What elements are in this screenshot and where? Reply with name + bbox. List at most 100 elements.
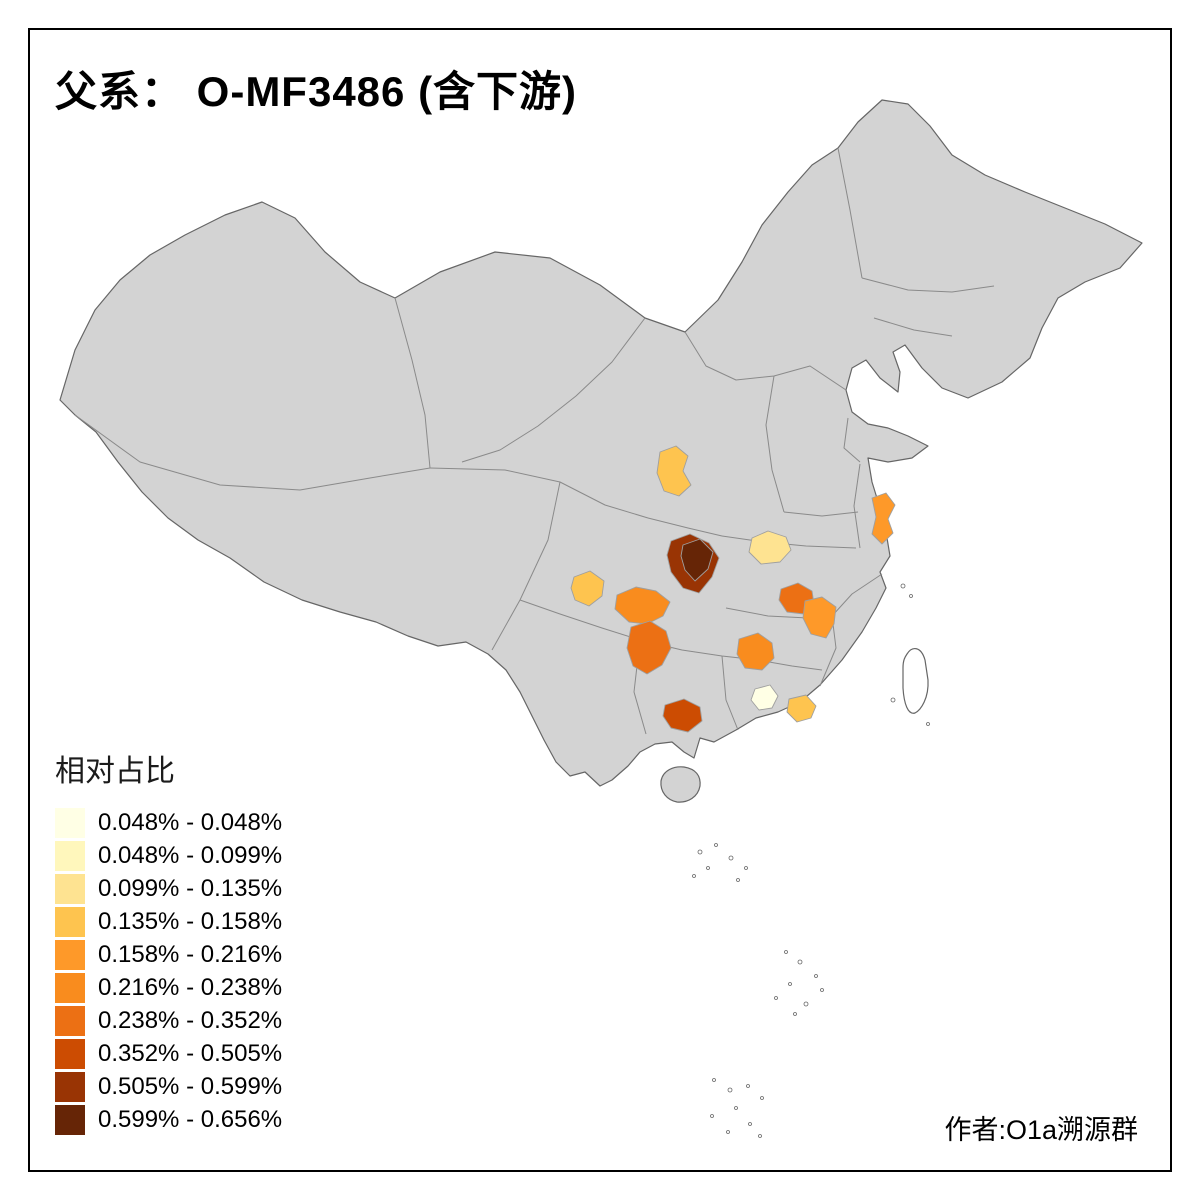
islet <box>734 1106 738 1110</box>
islet <box>736 878 740 882</box>
region-gansu-southeast <box>656 445 692 497</box>
plot-border <box>28 28 1172 1172</box>
legend-label: 0.158% - 0.216% <box>98 940 283 968</box>
legend-swatch <box>55 906 85 937</box>
author-credit: 作者:O1a溯源群 <box>944 1115 1138 1145</box>
legend-swatch <box>55 1005 85 1036</box>
province-border-line <box>721 655 739 731</box>
islet <box>692 874 696 878</box>
islet <box>727 1087 733 1093</box>
region-jiangxi-northwest <box>802 596 837 639</box>
islet <box>814 974 818 978</box>
region-shaanxi-south <box>748 530 792 565</box>
legend-swatch <box>55 807 85 838</box>
region-guangdong-north <box>750 684 779 711</box>
islet <box>803 1001 809 1007</box>
islet <box>820 988 824 992</box>
hainan-island <box>660 766 701 803</box>
legend: 相对占比 0.048% - 0.048% 0.048% - 0.099% 0.0… <box>55 746 282 1136</box>
legend-label: 0.048% - 0.048% <box>98 808 283 836</box>
legend-item: 0.599% - 0.656% <box>55 1103 282 1136</box>
legend-label: 0.216% - 0.238% <box>98 973 283 1001</box>
province-borders <box>74 147 995 735</box>
province-border-line <box>74 414 431 491</box>
province-border-line <box>843 417 861 463</box>
islet <box>774 996 778 1000</box>
province-border-line <box>647 517 723 537</box>
legend-title: 相对占比 <box>55 755 175 788</box>
islet <box>900 583 906 589</box>
legend-swatch <box>55 1038 85 1069</box>
islet <box>758 1134 762 1138</box>
province-border-line <box>725 607 809 619</box>
islet <box>712 1078 716 1082</box>
legend-item: 0.135% - 0.158% <box>55 905 282 938</box>
taiwan-island <box>902 648 929 714</box>
province-border-line <box>765 375 785 513</box>
legend-item: 0.505% - 0.599% <box>55 1070 282 1103</box>
islet <box>890 697 896 703</box>
islet <box>784 950 788 954</box>
legend-label: 0.135% - 0.158% <box>98 907 283 935</box>
region-sichuan-south <box>614 586 671 625</box>
islet <box>797 959 803 965</box>
legend-label: 0.238% - 0.352% <box>98 1006 283 1034</box>
mainland-china <box>59 99 1143 787</box>
islet <box>746 1084 750 1088</box>
highlighted-regions <box>570 445 896 733</box>
legend-label: 0.599% - 0.656% <box>98 1105 283 1133</box>
region-sichuan-west <box>570 570 605 607</box>
page-title: 父系： O-MF3486 (含下游) <box>55 68 578 115</box>
legend-swatch <box>55 939 85 970</box>
legend-item: 0.238% - 0.352% <box>55 1004 282 1037</box>
legend-label: 0.048% - 0.099% <box>98 841 283 869</box>
province-border-line <box>394 297 431 469</box>
legend-label: 0.505% - 0.599% <box>98 1072 283 1100</box>
south-china-sea-islets <box>692 583 930 1138</box>
islet <box>788 982 792 986</box>
province-border-line <box>873 317 953 337</box>
region-guangxi-south <box>662 698 703 733</box>
legend-swatch <box>55 972 85 1003</box>
province-border-line <box>837 147 863 279</box>
islet <box>926 722 930 726</box>
legend-item: 0.048% - 0.048% <box>55 806 282 839</box>
legend-item: 0.048% - 0.099% <box>55 839 282 872</box>
region-guangdong-central <box>786 694 817 723</box>
legend-item: 0.216% - 0.238% <box>55 971 282 1004</box>
province-border-line <box>783 511 859 517</box>
legend-label: 0.099% - 0.135% <box>98 874 283 902</box>
small-islands-group <box>692 583 930 1138</box>
region-hunan-central <box>736 632 775 671</box>
province-border-line <box>491 481 561 651</box>
legend-item: 0.099% - 0.135% <box>55 872 282 905</box>
province-border-line <box>861 277 995 293</box>
islet <box>760 1096 764 1100</box>
islet <box>793 1012 797 1016</box>
islet <box>714 843 718 847</box>
province-border-line <box>853 463 861 549</box>
legend-label: 0.352% - 0.505% <box>98 1039 283 1067</box>
region-daba-dark-core <box>680 538 714 582</box>
islet <box>710 1114 714 1118</box>
islet <box>726 1130 730 1134</box>
legend-swatch <box>55 873 85 904</box>
islet <box>748 1122 752 1126</box>
legend-swatch <box>55 1071 85 1102</box>
province-border-line <box>461 317 646 463</box>
islet <box>706 866 710 870</box>
legend-swatch <box>55 1104 85 1135</box>
legend-swatch <box>55 840 85 871</box>
landmass-group <box>59 99 1143 803</box>
islet <box>697 849 703 855</box>
islet <box>909 594 913 598</box>
legend-item: 0.158% - 0.216% <box>55 938 282 971</box>
islet <box>728 855 734 861</box>
legend-item: 0.352% - 0.505% <box>55 1037 282 1070</box>
islet <box>744 866 748 870</box>
region-jiangsu-central <box>871 492 896 545</box>
province-border-line <box>684 331 847 391</box>
region-guizhou-north <box>626 620 672 675</box>
